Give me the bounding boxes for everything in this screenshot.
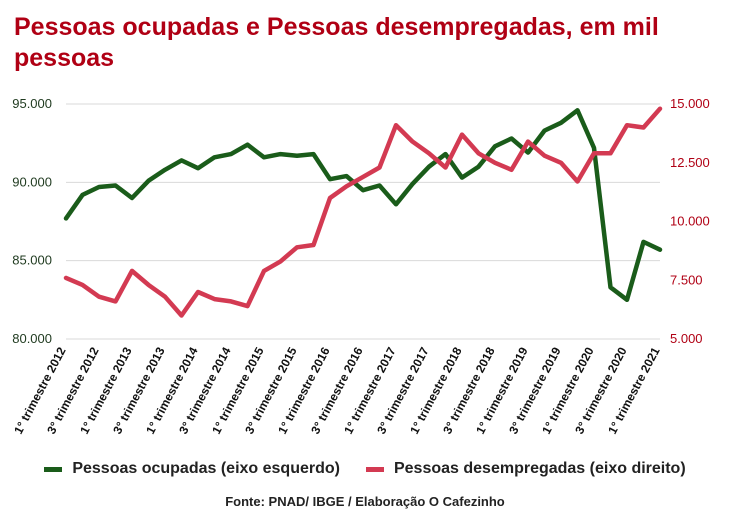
legend-swatch-desempregadas <box>365 466 384 472</box>
legend-label-ocupadas: Pessoas ocupadas (eixo esquerdo) <box>72 460 340 477</box>
series-line-desempregadas <box>63 106 663 318</box>
legend-label-desempregadas: Pessoas desempregadas (eixo direito) <box>393 460 686 477</box>
legend: Pessoas ocupadas (eixo esquerdo) Pessoas… <box>0 460 730 478</box>
series-lines <box>63 106 663 318</box>
left-tick-label: 85.000 <box>12 253 52 268</box>
series-line-ocupadas <box>63 108 663 303</box>
right-axis-ticks: 5.000 7.500 10.000 12.500 15.000 <box>670 96 710 346</box>
left-tick-label: 95.000 <box>12 96 52 111</box>
right-tick-label: 12.500 <box>670 155 710 170</box>
source-note: Fonte: PNAD/ IBGE / Elaboração O Cafezin… <box>225 494 505 509</box>
line-chart: 80.000 85.000 90.000 95.000 5.000 7.500 10.00… <box>11 96 710 437</box>
legend-item-ocupadas: Pessoas ocupadas (eixo esquerdo) <box>44 460 340 478</box>
right-tick-label: 15.000 <box>670 96 710 111</box>
right-tick-label: 10.000 <box>670 214 710 229</box>
legend-item-desempregadas: Pessoas desempregadas (eixo direito) <box>365 460 686 478</box>
legend-swatch-ocupadas <box>44 466 63 472</box>
left-tick-label: 90.000 <box>12 174 52 189</box>
left-tick-label: 80.000 <box>12 331 52 346</box>
chart-title: Pessoas ocupadas e Pessoas desempregadas… <box>14 13 659 72</box>
right-tick-label: 7.500 <box>670 272 703 287</box>
left-axis-ticks: 80.000 85.000 90.000 95.000 <box>12 96 52 346</box>
grid-lines <box>66 103 660 340</box>
right-tick-label: 5.000 <box>670 331 703 346</box>
